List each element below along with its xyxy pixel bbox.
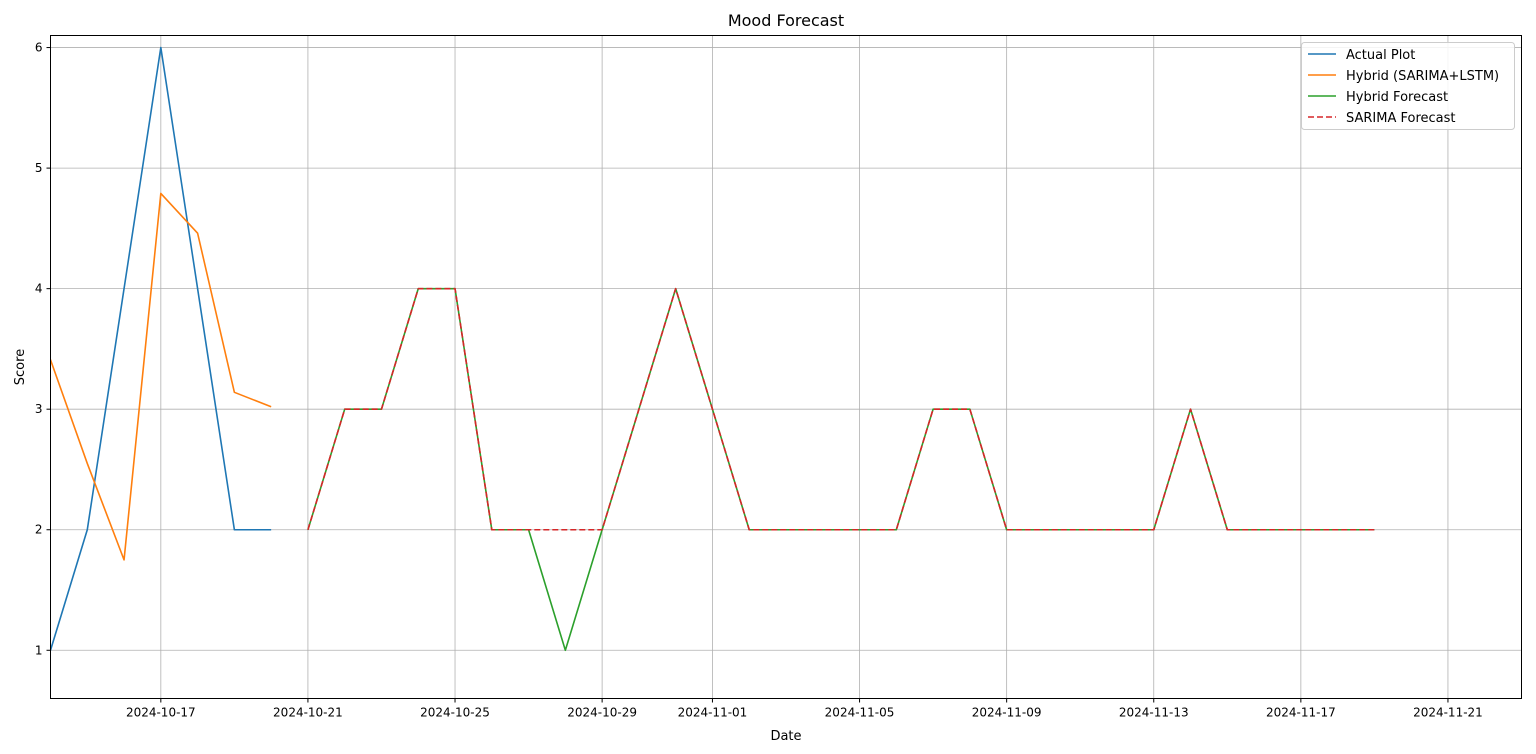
series-line-hybrid-forecast: [307, 287, 1375, 652]
grid: [50, 35, 1522, 699]
x-tick-label: 2024-10-17: [126, 706, 196, 720]
plot-frame: [50, 35, 1522, 699]
x-axis-ticks: 2024-10-17 2024-10-21 2024-10-25 2024-10-29…: [126, 698, 1483, 720]
x-tick-label: 2024-10-29: [567, 706, 637, 720]
y-tick-label: 2: [35, 523, 43, 537]
x-tick-label: 2024-11-21: [1413, 706, 1483, 720]
x-tick-label: 2024-11-01: [678, 706, 748, 720]
y-tick-label: 4: [35, 282, 43, 296]
y-axis-ticks: 1 2 3 4 5 6: [35, 41, 51, 657]
y-tick-label: 3: [35, 402, 43, 416]
y-tick-label: 1: [35, 643, 43, 657]
legend: Actual Plot Hybrid (SARIMA+LSTM) Hybrid Fo…: [1301, 42, 1515, 130]
x-tick-label: 2024-10-25: [420, 706, 490, 720]
legend-entry: Hybrid (SARIMA+LSTM): [1346, 69, 1499, 84]
series-line-hybrid-sarima-lstm: [50, 192, 272, 561]
x-tick-label: 2024-10-21: [273, 706, 343, 720]
series-lines: [50, 46, 1375, 652]
y-axis-label: Score: [13, 349, 28, 385]
x-tick-label: 2024-11-17: [1266, 706, 1336, 720]
x-tick-label: 2024-11-05: [825, 706, 895, 720]
legend-entry: SARIMA Forecast: [1346, 111, 1456, 126]
series-line-actual-plot: [50, 46, 272, 652]
x-tick-label: 2024-11-13: [1119, 706, 1189, 720]
x-tick-label: 2024-11-09: [972, 706, 1042, 720]
chart-title: Mood Forecast: [728, 11, 844, 30]
legend-entry: Actual Plot: [1346, 48, 1415, 63]
y-tick-label: 6: [35, 41, 43, 55]
x-axis-label: Date: [770, 729, 801, 744]
legend-box: [1301, 42, 1515, 130]
legend-entry: Hybrid Forecast: [1346, 90, 1448, 105]
y-tick-label: 5: [35, 161, 43, 175]
